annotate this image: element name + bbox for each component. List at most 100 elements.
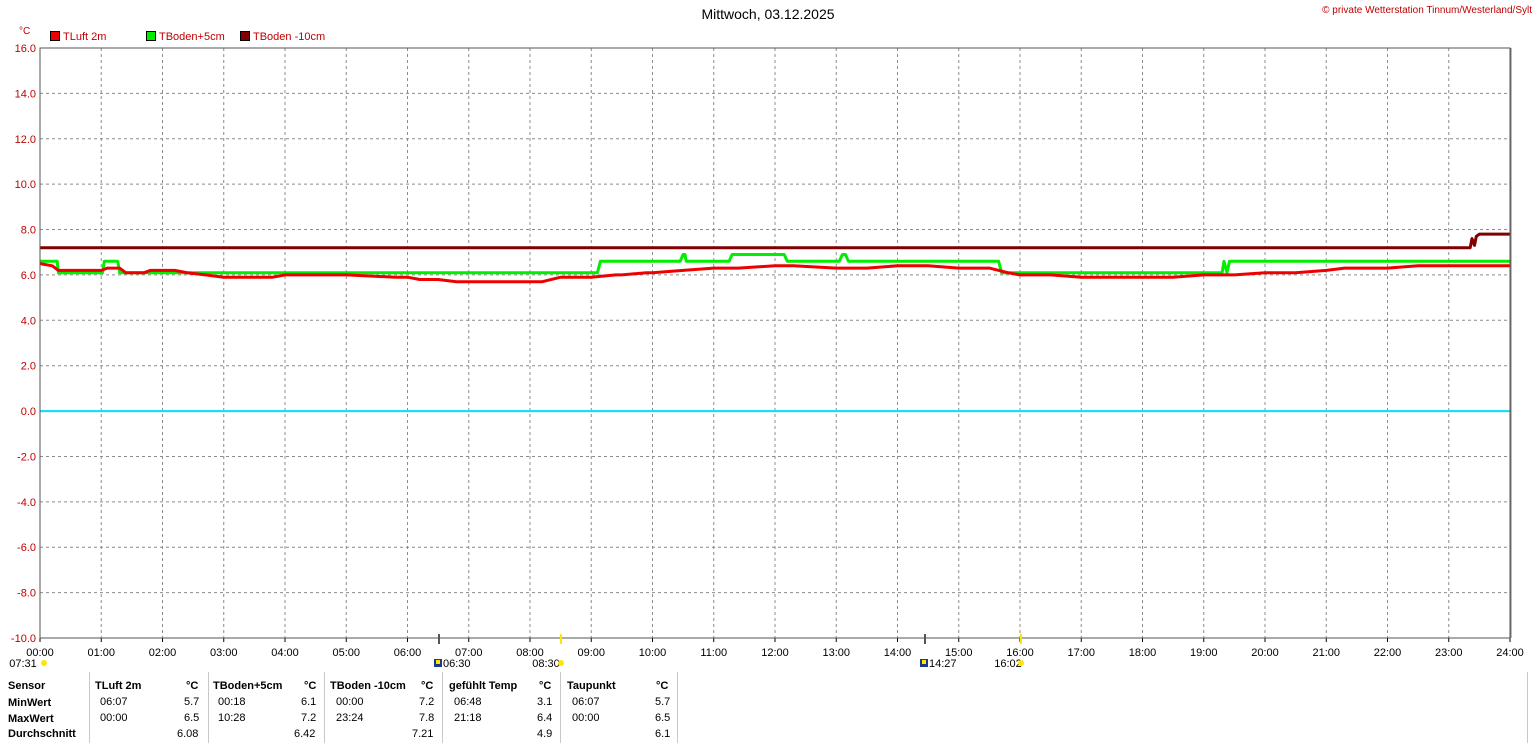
stats-table: Sensor MinWert MaxWert Durchschnitt TLuf… xyxy=(0,672,1536,743)
x-tick-label: 07:00 xyxy=(455,647,483,659)
stats-min-value: 7.2 xyxy=(419,696,435,708)
moon-glyph xyxy=(436,660,440,664)
stats-col-name: gefühlt Temp xyxy=(449,680,518,692)
x-tick-label: 00:00 xyxy=(26,647,54,659)
legend-item-tboden-10: TBoden -10cm xyxy=(240,31,325,43)
y-tick-label: -8.0 xyxy=(17,588,36,600)
stats-avg-value: 6.42 xyxy=(294,728,316,740)
y-tick-label: -6.0 xyxy=(17,542,36,554)
x-tick-label: 18:00 xyxy=(1129,647,1157,659)
moon-glyph xyxy=(922,660,926,664)
stats-col-unit: °C xyxy=(539,680,552,692)
x-tick-label: 23:00 xyxy=(1435,647,1463,659)
x-tick-label: 11:00 xyxy=(700,647,727,659)
stats-max-value: 6.4 xyxy=(537,712,553,724)
column-divider xyxy=(442,672,443,743)
x-tick-label: 20:00 xyxy=(1251,647,1279,659)
sun-marker-label: 07:31 xyxy=(9,658,37,670)
stats-header-sensor: Sensor xyxy=(8,680,46,692)
sun-marker-label: 08:30 xyxy=(532,658,560,670)
sunrise-icon xyxy=(558,660,564,666)
series-line-tluft xyxy=(39,262,1510,284)
x-tick-label: 19:00 xyxy=(1190,647,1218,659)
legend-swatch-tboden-10 xyxy=(240,31,250,41)
x-tick-label: 03:00 xyxy=(210,647,238,659)
chart-title: Mittwoch, 03.12.2025 xyxy=(701,6,835,22)
stats-max-value: 6.5 xyxy=(184,712,200,724)
stats-row-label-avg: Durchschnitt xyxy=(8,728,76,740)
x-tick-label: 09:00 xyxy=(577,647,605,659)
moon-marker-label: 14:27 xyxy=(929,658,957,670)
stats-min-time: 06:07 xyxy=(100,696,128,708)
column-divider xyxy=(1527,672,1528,743)
stats-min-value: 6.1 xyxy=(301,696,317,708)
stats-col-unit: °C xyxy=(304,680,317,692)
x-tick-label: 13:00 xyxy=(822,647,850,659)
legend-item-tluft: TLuft 2m xyxy=(50,31,106,43)
x-tick-label: 14:00 xyxy=(884,647,912,659)
y-tick-label: 8.0 xyxy=(21,225,36,237)
series-line-tboden-5 xyxy=(40,253,1510,275)
stats-avg-value: 4.9 xyxy=(537,728,553,740)
stats-max-time: 23:24 xyxy=(336,712,364,724)
stats-max-value: 7.8 xyxy=(419,712,435,724)
x-tick-label: 10:00 xyxy=(639,647,667,659)
x-tick-label: 16:00 xyxy=(1006,647,1034,659)
series-line-tboden-10 xyxy=(40,232,1510,250)
y-tick-label: -2.0 xyxy=(17,451,36,463)
legend-label-tboden-5: TBoden+5cm xyxy=(159,31,225,43)
stats-avg-value: 7.21 xyxy=(412,728,434,740)
x-tick-label: 21:00 xyxy=(1312,647,1340,659)
stats-min-time: 06:48 xyxy=(454,696,482,708)
y-tick-label: 10.0 xyxy=(15,179,36,191)
x-tick-label: 22:00 xyxy=(1374,647,1402,659)
moon-marker-label: 06:30 xyxy=(443,658,471,670)
legend-label-tluft: TLuft 2m xyxy=(63,31,107,43)
stats-max-time: 10:28 xyxy=(218,712,246,724)
x-tick-label: 04:00 xyxy=(271,647,299,659)
stats-col-name: TBoden+5cm xyxy=(213,680,283,692)
sunset-icon xyxy=(1018,660,1024,666)
stats-max-time: 00:00 xyxy=(100,712,128,724)
stats-col-name: TLuft 2m xyxy=(95,680,142,692)
stats-max-value: 7.2 xyxy=(301,712,317,724)
column-divider xyxy=(324,672,325,743)
y-axis-unit: °C xyxy=(19,26,31,37)
x-tick-label: 06:00 xyxy=(394,647,422,659)
column-divider xyxy=(560,672,561,743)
x-tick-label: 24:00 xyxy=(1496,647,1524,659)
y-tick-label: 6.0 xyxy=(21,270,36,282)
y-tick-label: -4.0 xyxy=(17,497,36,509)
x-tick-label: 12:00 xyxy=(761,647,789,659)
stats-max-time: 21:18 xyxy=(454,712,482,724)
x-tick-label: 17:00 xyxy=(1067,647,1095,659)
copyright-notice: © private Wetterstation Tinnum/Westerlan… xyxy=(1322,5,1532,16)
legend-swatch-tboden-5 xyxy=(146,31,156,41)
x-tick-label: 05:00 xyxy=(332,647,360,659)
y-tick-label: 12.0 xyxy=(15,134,36,146)
stats-min-value: 3.1 xyxy=(537,696,553,708)
sunrise-icon xyxy=(41,660,47,666)
legend-label-tboden-10: TBoden -10cm xyxy=(253,31,326,43)
column-divider xyxy=(89,672,90,743)
stats-min-value: 5.7 xyxy=(655,696,671,708)
stats-min-time: 06:07 xyxy=(572,696,600,708)
sun-marker-label: 16:02 xyxy=(994,658,1022,670)
stats-col-unit: °C xyxy=(186,680,199,692)
legend-swatch-tluft xyxy=(50,31,60,41)
x-tick-label: 08:00 xyxy=(516,647,544,659)
stats-row-label-max: MaxWert xyxy=(8,713,54,725)
stats-row-label-min: MinWert xyxy=(8,697,52,709)
stats-min-time: 00:00 xyxy=(336,696,364,708)
stats-min-value: 5.7 xyxy=(184,696,200,708)
stats-max-time: 00:00 xyxy=(572,712,600,724)
y-tick-label: 2.0 xyxy=(21,361,36,373)
y-tick-label: 4.0 xyxy=(21,315,36,327)
stats-min-time: 00:18 xyxy=(218,696,246,708)
stats-avg-value: 6.08 xyxy=(177,728,199,740)
legend-item-tboden-5: TBoden+5cm xyxy=(146,31,225,43)
x-tick-label: 01:00 xyxy=(87,647,115,659)
stats-col-name: TBoden -10cm xyxy=(330,680,406,692)
plot-frame xyxy=(39,47,1511,639)
stats-max-value: 6.5 xyxy=(655,712,671,724)
